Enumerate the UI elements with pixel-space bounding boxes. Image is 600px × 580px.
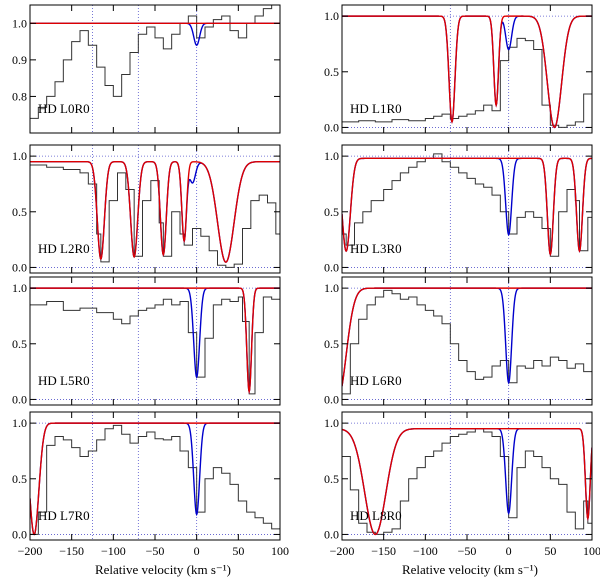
x-tick-label: 0: [194, 544, 200, 558]
y-tick-label: 0.0: [324, 527, 339, 541]
panel-label: HD L0R0: [38, 101, 90, 116]
y-tick-label: 0.0: [324, 120, 339, 134]
x-tick-label: −150: [59, 544, 84, 558]
panel-plot-area: [30, 412, 280, 540]
y-tick-label: 0.5: [324, 337, 339, 351]
observed-spectrum: [30, 5, 280, 119]
total-fit-line: [342, 287, 592, 387]
x-tick-label: −50: [458, 544, 477, 558]
total-fit-line: [30, 160, 280, 263]
x-axis-label-left: Relative velocity (km s⁻¹): [95, 562, 231, 577]
y-tick-label: 0.5: [12, 472, 27, 486]
y-tick-label: 0.0: [324, 260, 339, 274]
panel-1: 0.0 0.5 1.0 HD L1R0: [324, 4, 593, 134]
panel-5: 0.0 0.5 1.0 HD L6R0: [324, 276, 593, 406]
y-tick-label: 1.0: [12, 149, 27, 163]
panel-label: HD L8R0: [350, 508, 402, 523]
panel-label: HD L2R0: [38, 241, 90, 256]
x-axis-label-right: Relative velocity (km s⁻¹): [402, 562, 538, 577]
panel-plot-area: [342, 145, 592, 273]
y-tick-label: 0.5: [12, 205, 27, 219]
observed-spectrum: [30, 424, 280, 535]
y-tick-label: 0.5: [324, 472, 339, 486]
total-fit-line: [30, 422, 280, 536]
y-tick-label: 1.0: [12, 16, 27, 30]
observed-spectrum: [30, 296, 280, 395]
panel-2: 0.0 0.5 1.0 HD L2R0: [12, 144, 281, 274]
y-tick-label: 1.0: [324, 416, 339, 430]
y-tick-label: 0.9: [12, 53, 27, 67]
panel-0: 0.8 0.9 1.0 HD L0R0: [12, 4, 281, 134]
panel-label: HD L5R0: [38, 373, 90, 388]
observed-spectrum: [342, 37, 592, 128]
observed-spectrum: [342, 428, 592, 535]
y-tick-label: 0.0: [324, 392, 339, 406]
x-tick-label: −100: [413, 544, 438, 558]
y-tick-label: 0.0: [12, 260, 27, 274]
x-tick-label: 100: [271, 544, 289, 558]
y-tick-label: 1.0: [12, 416, 27, 430]
y-tick-label: 1.0: [12, 281, 27, 295]
x-tick-label: 50: [232, 544, 244, 558]
total-fit-line: [342, 427, 592, 536]
panel-label: HD L6R0: [350, 373, 402, 388]
panel-label: HD L7R0: [38, 508, 90, 523]
x-tick-label: −50: [146, 544, 165, 558]
y-tick-label: 1.0: [324, 9, 339, 23]
panel-label: HD L1R0: [350, 101, 402, 116]
panel-plot-area: [342, 5, 592, 133]
panel-3: 0.0 0.5 1.0 HD L3R0: [324, 144, 593, 274]
observed-spectrum: [342, 289, 592, 395]
y-tick-label: 0.8: [12, 89, 27, 103]
total-fit-line: [30, 287, 280, 395]
panel-7: 0.0 0.5 1.0 −200 −150 −100 −50 0 50 100 HD L8R0: [324, 411, 600, 558]
panel-4: 0.0 0.5 1.0 HD L5R0: [12, 276, 281, 406]
x-tick-label: −150: [371, 544, 396, 558]
y-tick-label: 1.0: [324, 149, 339, 163]
y-tick-label: 0.0: [12, 527, 27, 541]
y-tick-label: 0.0: [12, 392, 27, 406]
total-fit-line: [342, 15, 592, 129]
x-tick-label: 100: [583, 544, 600, 558]
y-tick-label: 0.5: [324, 205, 339, 219]
panel-plot-area: [342, 277, 592, 405]
panel-plot-area: [30, 5, 280, 133]
x-tick-label: 50: [544, 544, 556, 558]
observed-spectrum: [342, 153, 592, 257]
panel-plot-area: [30, 277, 280, 405]
x-tick-label: −200: [18, 544, 43, 558]
panel-plot-area: [30, 145, 280, 273]
panel-label: HD L3R0: [350, 241, 402, 256]
y-tick-label: 0.5: [324, 65, 339, 79]
panel-6: 0.0 0.5 1.0 −200 −150 −100 −50 0 50 100 HD L7R0: [12, 411, 289, 558]
panel-plot-area: [342, 412, 592, 540]
x-tick-label: −100: [101, 544, 126, 558]
x-tick-label: 0: [506, 544, 512, 558]
x-tick-label: −200: [330, 544, 355, 558]
y-tick-label: 0.5: [12, 337, 27, 351]
y-tick-label: 1.0: [324, 281, 339, 295]
total-fit-line: [342, 157, 592, 257]
panels-layer: 0.8 0.9 1.0 HD L0R0 0.0 0.5 1.0 HD L1R0 0.0 0.5 1.…: [12, 4, 600, 558]
